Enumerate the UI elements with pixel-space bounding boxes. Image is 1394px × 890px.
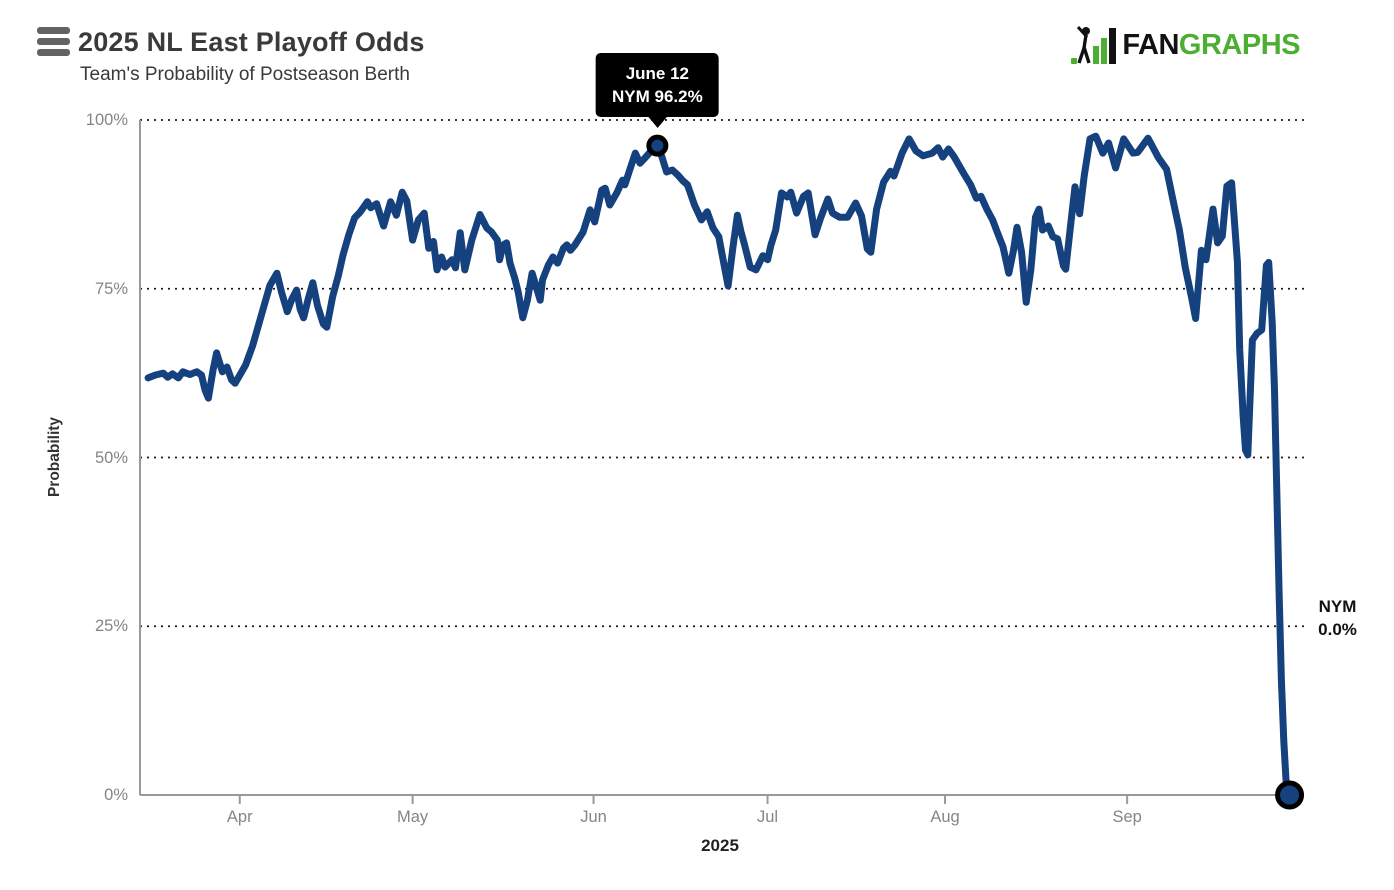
series-end-team: NYM [1318, 597, 1357, 616]
chart-subtitle: Team's Probability of Postseason Berth [80, 64, 410, 85]
chart-title: 2025 NL East Playoff Odds [78, 27, 425, 57]
x-tick-label: May [397, 808, 429, 826]
plot-area[interactable] [139, 119, 1306, 810]
tooltip-date: June 12 [625, 64, 690, 83]
x-tick-label: Sep [1112, 808, 1142, 826]
y-tick-label: 100% [85, 111, 128, 129]
fangraphs-batter-icon [1071, 26, 1117, 64]
hamburger-icon [37, 27, 70, 34]
y-tick-label: 25% [94, 617, 128, 636]
chart-menu-button[interactable] [37, 27, 70, 56]
y-tick-label: 50% [94, 448, 128, 467]
hamburger-icon [37, 49, 70, 56]
x-tick-label: Aug [930, 808, 960, 826]
series-end-value: 0.0% [1318, 620, 1357, 639]
tooltip-value: NYM 96.2% [612, 87, 703, 106]
x-tick-label: Jun [580, 808, 607, 826]
x-axis-title: 2025 [701, 836, 739, 855]
tooltip-arrow-icon [647, 116, 668, 128]
fangraphs-logo[interactable]: FANGRAPHS [1071, 26, 1301, 64]
x-tick-label: Apr [226, 808, 253, 826]
series-end-label: NYM 0.0% [1318, 595, 1357, 641]
tooltip: June 12 NYM 96.2% [596, 53, 719, 128]
x-tick-label: Jul [757, 808, 779, 826]
fangraphs-wordmark: FANGRAPHS [1122, 29, 1300, 61]
y-tick-label: 0% [104, 786, 128, 804]
y-tick-label: 75% [94, 279, 128, 298]
hamburger-icon [37, 38, 70, 45]
